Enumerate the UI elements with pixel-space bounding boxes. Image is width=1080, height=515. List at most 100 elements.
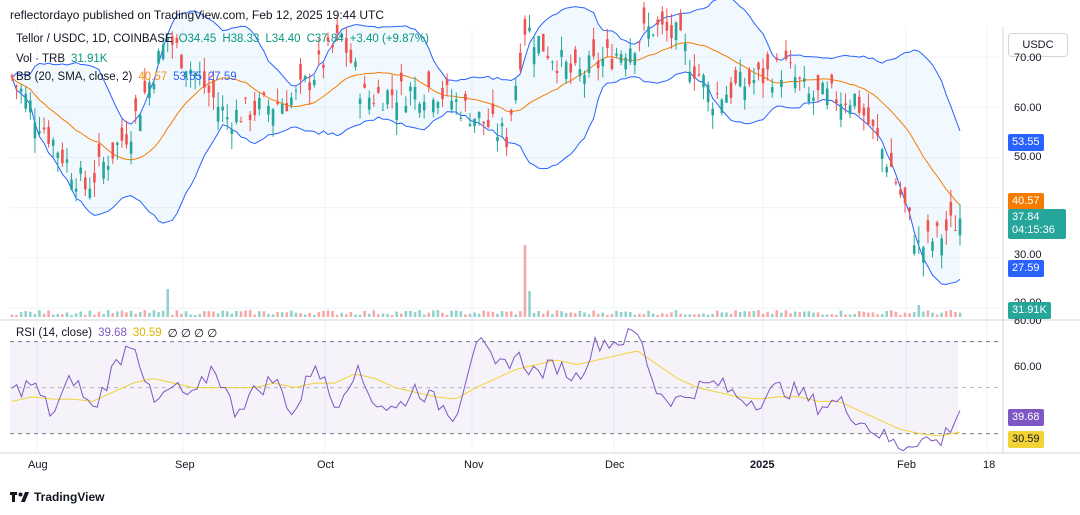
volume-bar [345,314,348,317]
volume-bar [482,310,486,317]
candle-body [862,107,866,116]
candle-body [10,75,14,78]
volume-bar [203,311,206,317]
volume-label[interactable]: Vol · TRB [16,53,65,65]
volume-bar [592,310,595,317]
candle-body [230,129,234,135]
bb-label[interactable]: BB (20, SMA, close, 2) [16,71,133,83]
volume-bar [33,314,37,317]
candle-body [835,99,838,104]
volume-bar [354,314,357,317]
candle-body [821,82,824,95]
volume-bar [880,314,884,317]
volume-bar [615,310,618,317]
volume-bar [871,312,875,317]
currency-button[interactable]: USDC [1008,33,1068,57]
volume-bar [212,311,215,317]
bb-upper-tag: 53.55 [1008,134,1044,151]
bb-legend: BB (20, SMA, close, 2) 40.57 53.55 27.59 [16,71,237,83]
candle-body [560,49,563,57]
tradingview-footer[interactable]: TradingView [10,490,104,504]
volume-bar [184,311,188,317]
candle-body [120,127,124,141]
volume-bar [844,314,847,317]
candle-body [175,37,179,43]
volume-bar [555,310,559,317]
candle-body [116,142,119,145]
candle-body [248,114,252,121]
volume-bar [912,312,916,317]
volume-bar [706,314,710,317]
volume-bar [253,314,257,317]
candle-body [546,55,550,59]
volume-bar [702,313,705,317]
symbol-title[interactable]: Tellor / USDC, 1D, COINBASE [16,33,173,45]
volume-bar [116,311,119,317]
volume-bar [949,310,953,317]
volume-bar [267,313,270,317]
volume-bar [500,311,504,317]
volume-bar [958,312,962,317]
candle-body [253,100,257,116]
volume-bar [780,312,783,317]
volume-bar [331,310,334,317]
volume-bar [404,310,408,317]
volume-bar [693,314,696,317]
volume-bar [798,312,802,317]
candle-body [276,102,279,104]
volume-bar [541,313,545,317]
volume-bar [578,310,582,317]
volume-bar [596,313,600,317]
candle-body [93,173,96,183]
volume-bar [65,312,69,317]
candle-body [940,238,943,256]
candle-body [413,87,417,100]
volume-bar [885,311,889,317]
volume-value: 31.91K [71,53,108,65]
volume-bar [546,310,550,317]
candle-body [711,108,714,116]
candle-body [642,7,646,24]
volume-bar [436,310,440,317]
volume-bar [752,310,756,317]
high-value: H38.33 [222,33,260,45]
volume-bar [170,314,174,317]
volume-bar [29,311,32,317]
volume-bar [42,313,46,317]
volume-bar [940,312,943,317]
volume-bar [931,312,934,317]
candle-body [793,77,797,89]
volume-bar [51,314,55,317]
candle-body [51,139,55,146]
rsi-label[interactable]: RSI (14, close) [16,327,93,339]
volume-bar [294,312,298,317]
volume-bar [670,312,673,317]
candle-body [38,131,41,134]
candle-body [42,127,46,130]
volume-bar [450,310,453,317]
candle-body [111,142,115,159]
volume-bar [381,313,385,317]
volume-bar [56,313,60,317]
volume-bar [83,314,87,317]
volume-bar [106,310,110,317]
candle-body [752,80,756,84]
volume-bar [74,313,78,317]
volume-bar [221,310,224,317]
volume-bar [216,313,220,317]
volume-bar [551,314,554,317]
close-price-tag: 37.84 04:15:36 [1008,209,1066,239]
volume-bar [683,314,687,317]
candle-body [628,48,632,63]
candle-body [674,22,678,40]
rsi-ma-tag: 30.59 [1008,431,1044,448]
volume-bar [954,311,957,317]
candle-body [19,88,23,92]
volume-bar [922,311,925,317]
volume-bar [908,313,911,317]
candle-body [670,24,673,39]
candle-body [491,103,495,114]
volume-bar [138,312,142,317]
candle-body [651,34,655,36]
